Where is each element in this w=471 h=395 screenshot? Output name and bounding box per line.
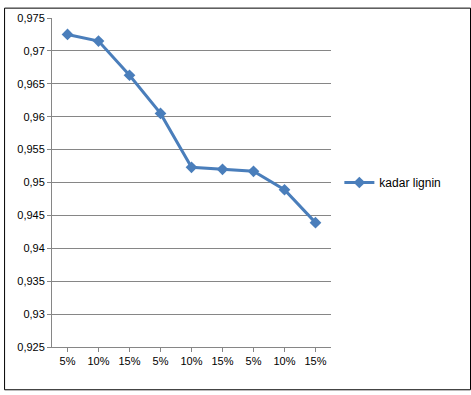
svg-text:10%: 10% <box>87 355 109 367</box>
svg-text:0,94: 0,94 <box>23 242 44 254</box>
svg-text:5%: 5% <box>153 355 169 367</box>
svg-text:5%: 5% <box>246 355 262 367</box>
svg-text:5%: 5% <box>60 355 76 367</box>
svg-text:0,975: 0,975 <box>17 12 45 24</box>
svg-text:10%: 10% <box>273 355 295 367</box>
svg-text:0,925: 0,925 <box>17 341 45 353</box>
svg-text:10%: 10% <box>180 355 202 367</box>
svg-text:0,93: 0,93 <box>23 308 44 320</box>
svg-text:0,935: 0,935 <box>17 275 45 287</box>
svg-text:0,95: 0,95 <box>23 176 44 188</box>
svg-text:15%: 15% <box>304 355 326 367</box>
svg-text:0,955: 0,955 <box>17 143 45 155</box>
svg-text:0,97: 0,97 <box>23 45 44 57</box>
svg-text:15%: 15% <box>211 355 233 367</box>
svg-text:kadar lignin: kadar lignin <box>379 176 440 190</box>
svg-text:0,965: 0,965 <box>17 78 45 90</box>
svg-text:0,945: 0,945 <box>17 209 45 221</box>
svg-text:15%: 15% <box>118 355 140 367</box>
svg-text:0,96: 0,96 <box>23 111 44 123</box>
